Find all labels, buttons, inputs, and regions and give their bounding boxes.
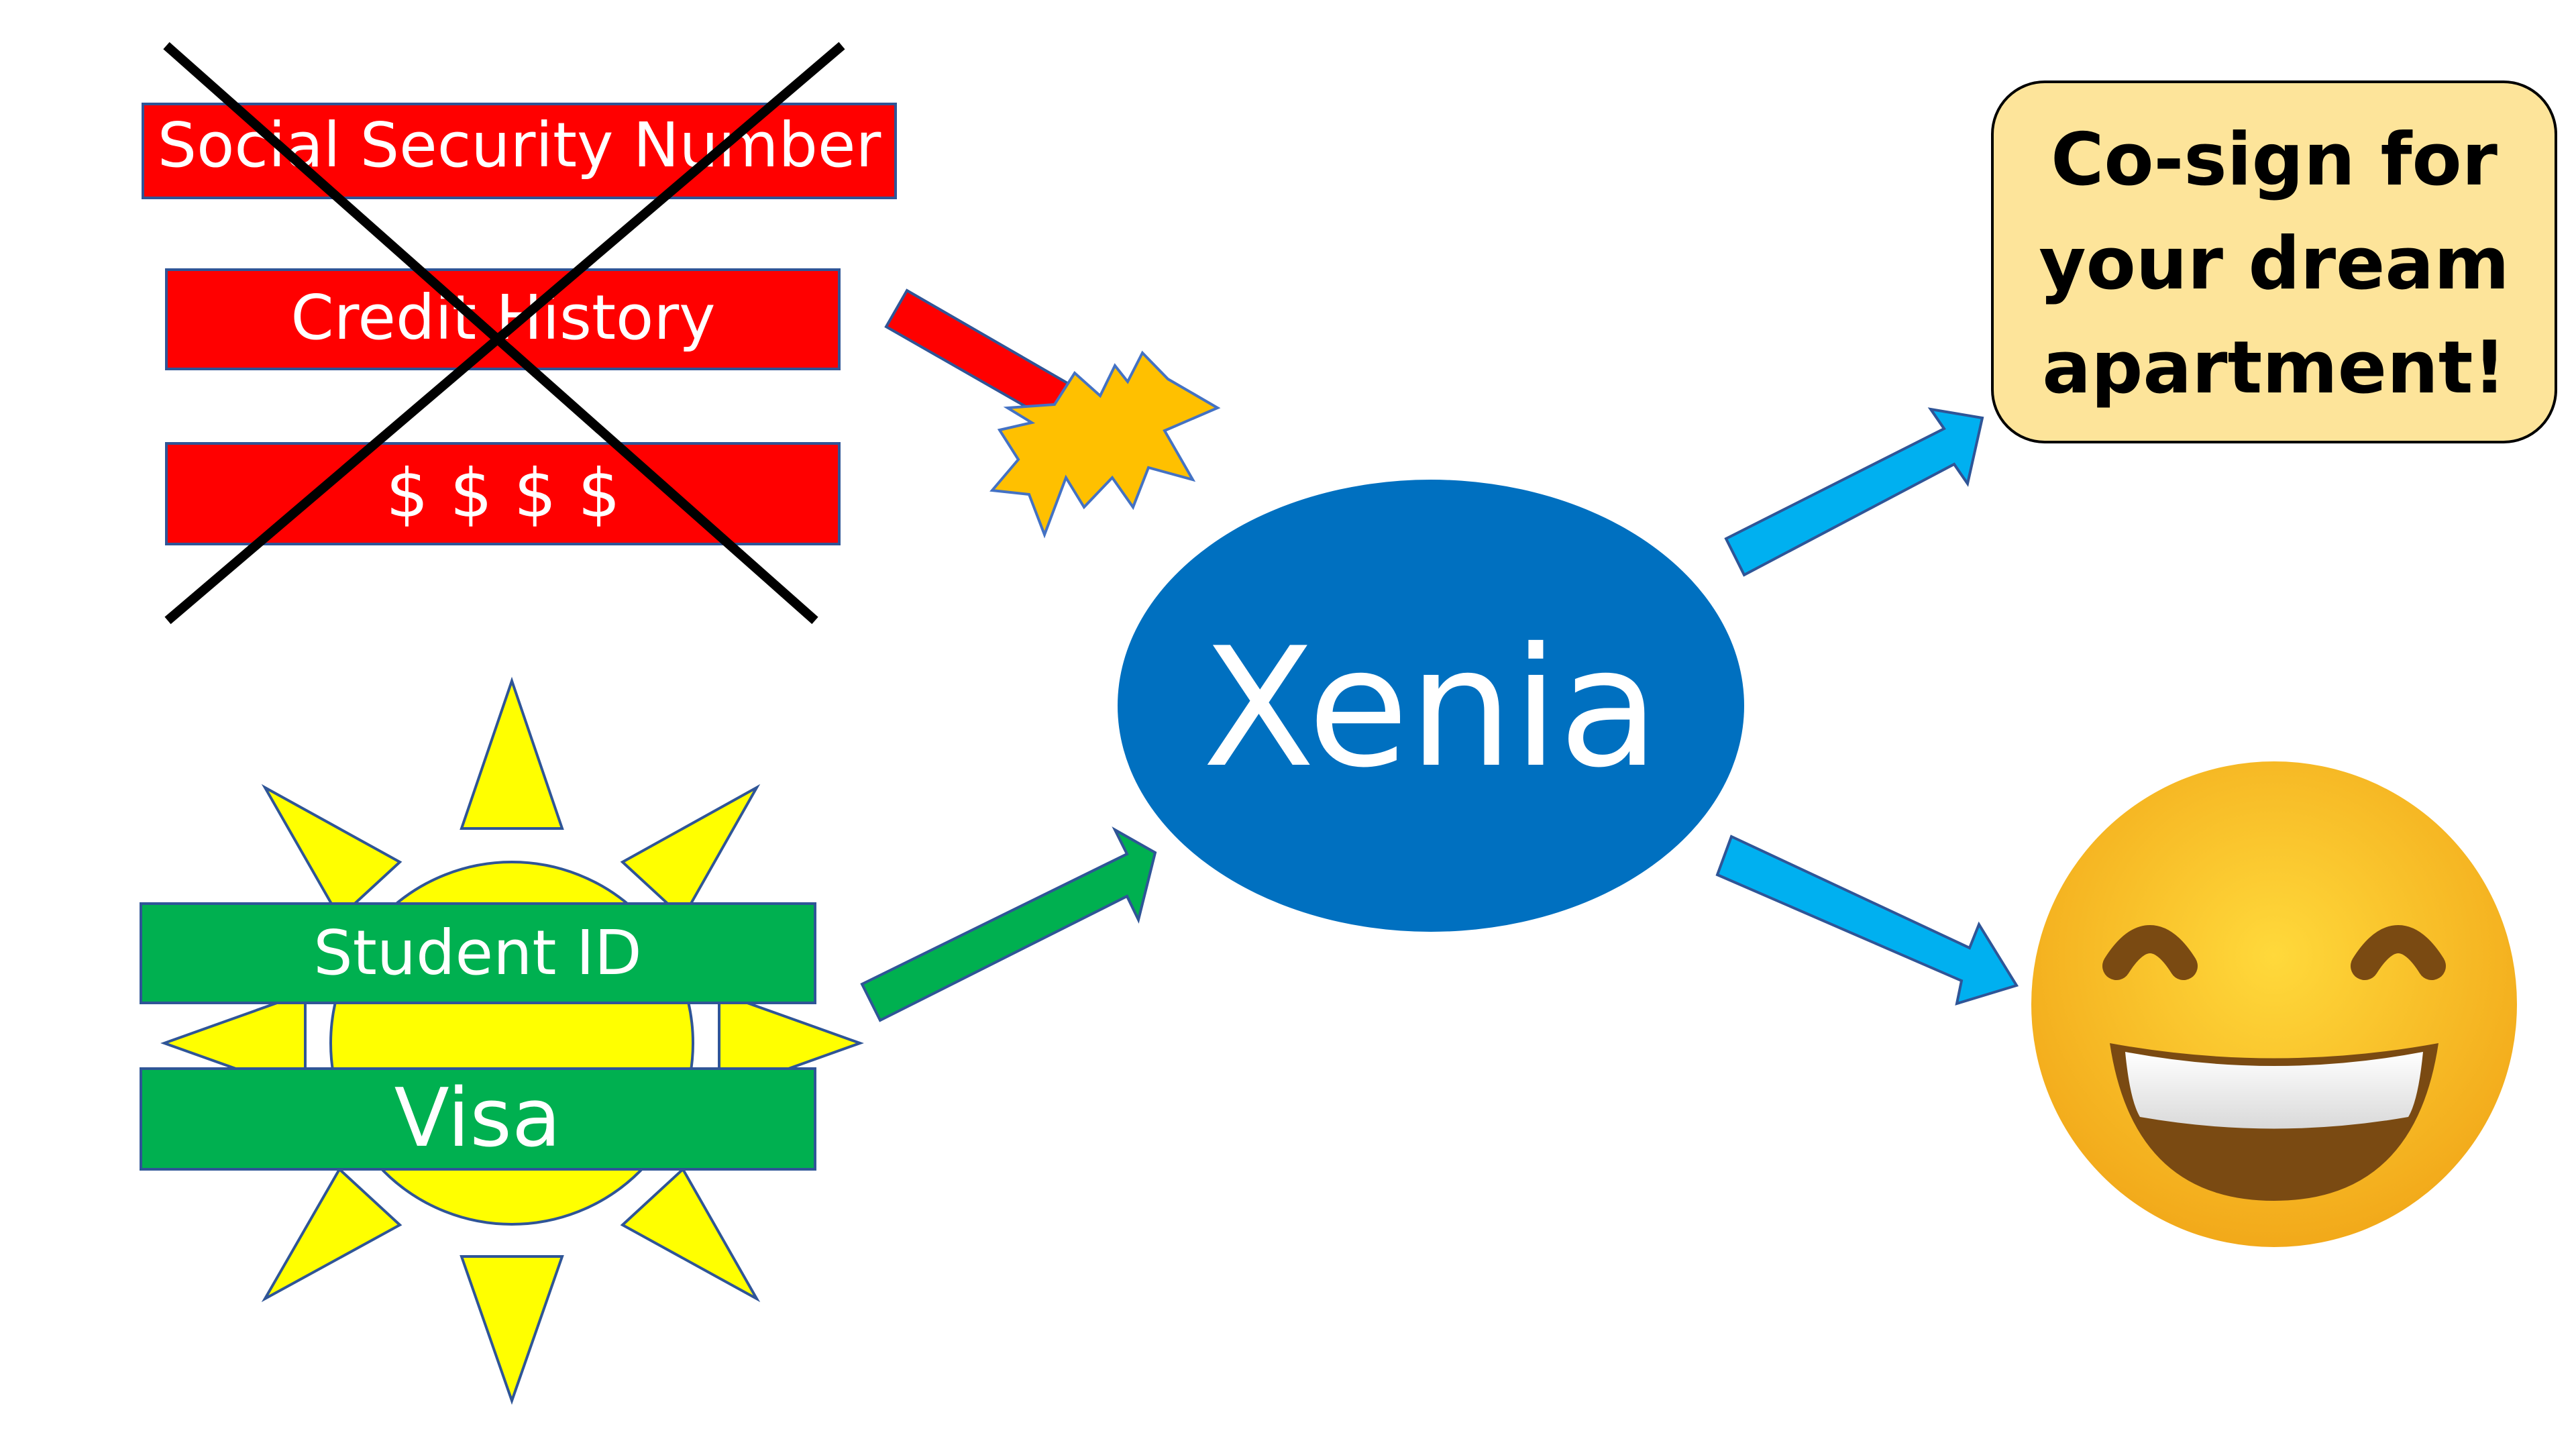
outcome-line-3: apartment! [2042, 326, 2506, 410]
accepted-item-visa-box [140, 1067, 816, 1171]
rejected-item-ssn-label: Social Security Number [158, 109, 881, 181]
grinning-face-with-smiling-eyes-icon [2031, 761, 2517, 1247]
xenia-ellipse [1118, 480, 1744, 932]
accepted-item-student-id-box [140, 902, 816, 1004]
xenia-label: Xenia [1202, 612, 1659, 804]
blue-arrow-to-emoji [1715, 835, 2019, 1006]
outcome-line-1: Co-sign for [2051, 118, 2498, 202]
outcome-box [1991, 80, 2557, 443]
rejected-item-money-label: $ $ $ $ [386, 454, 621, 533]
x-mark-icon [163, 42, 845, 625]
explosion-burst-icon [989, 350, 1221, 539]
rejected-items-group: Social Security Number Credit History $ … [142, 42, 897, 625]
accepted-item-visa-label: Visa [394, 1072, 561, 1165]
outcome-line-2: your dream [2039, 222, 2510, 306]
rejected-item-credit-box [165, 268, 841, 370]
rejected-item-ssn-box [142, 103, 897, 199]
accepted-item-student-id-label: Student ID [313, 917, 641, 989]
blue-arrow-to-outcome [1724, 407, 1984, 577]
accepted-items-group: Student ID Visa [140, 902, 816, 1171]
green-arrow [860, 826, 1157, 1022]
sun-icon [160, 676, 864, 1405]
